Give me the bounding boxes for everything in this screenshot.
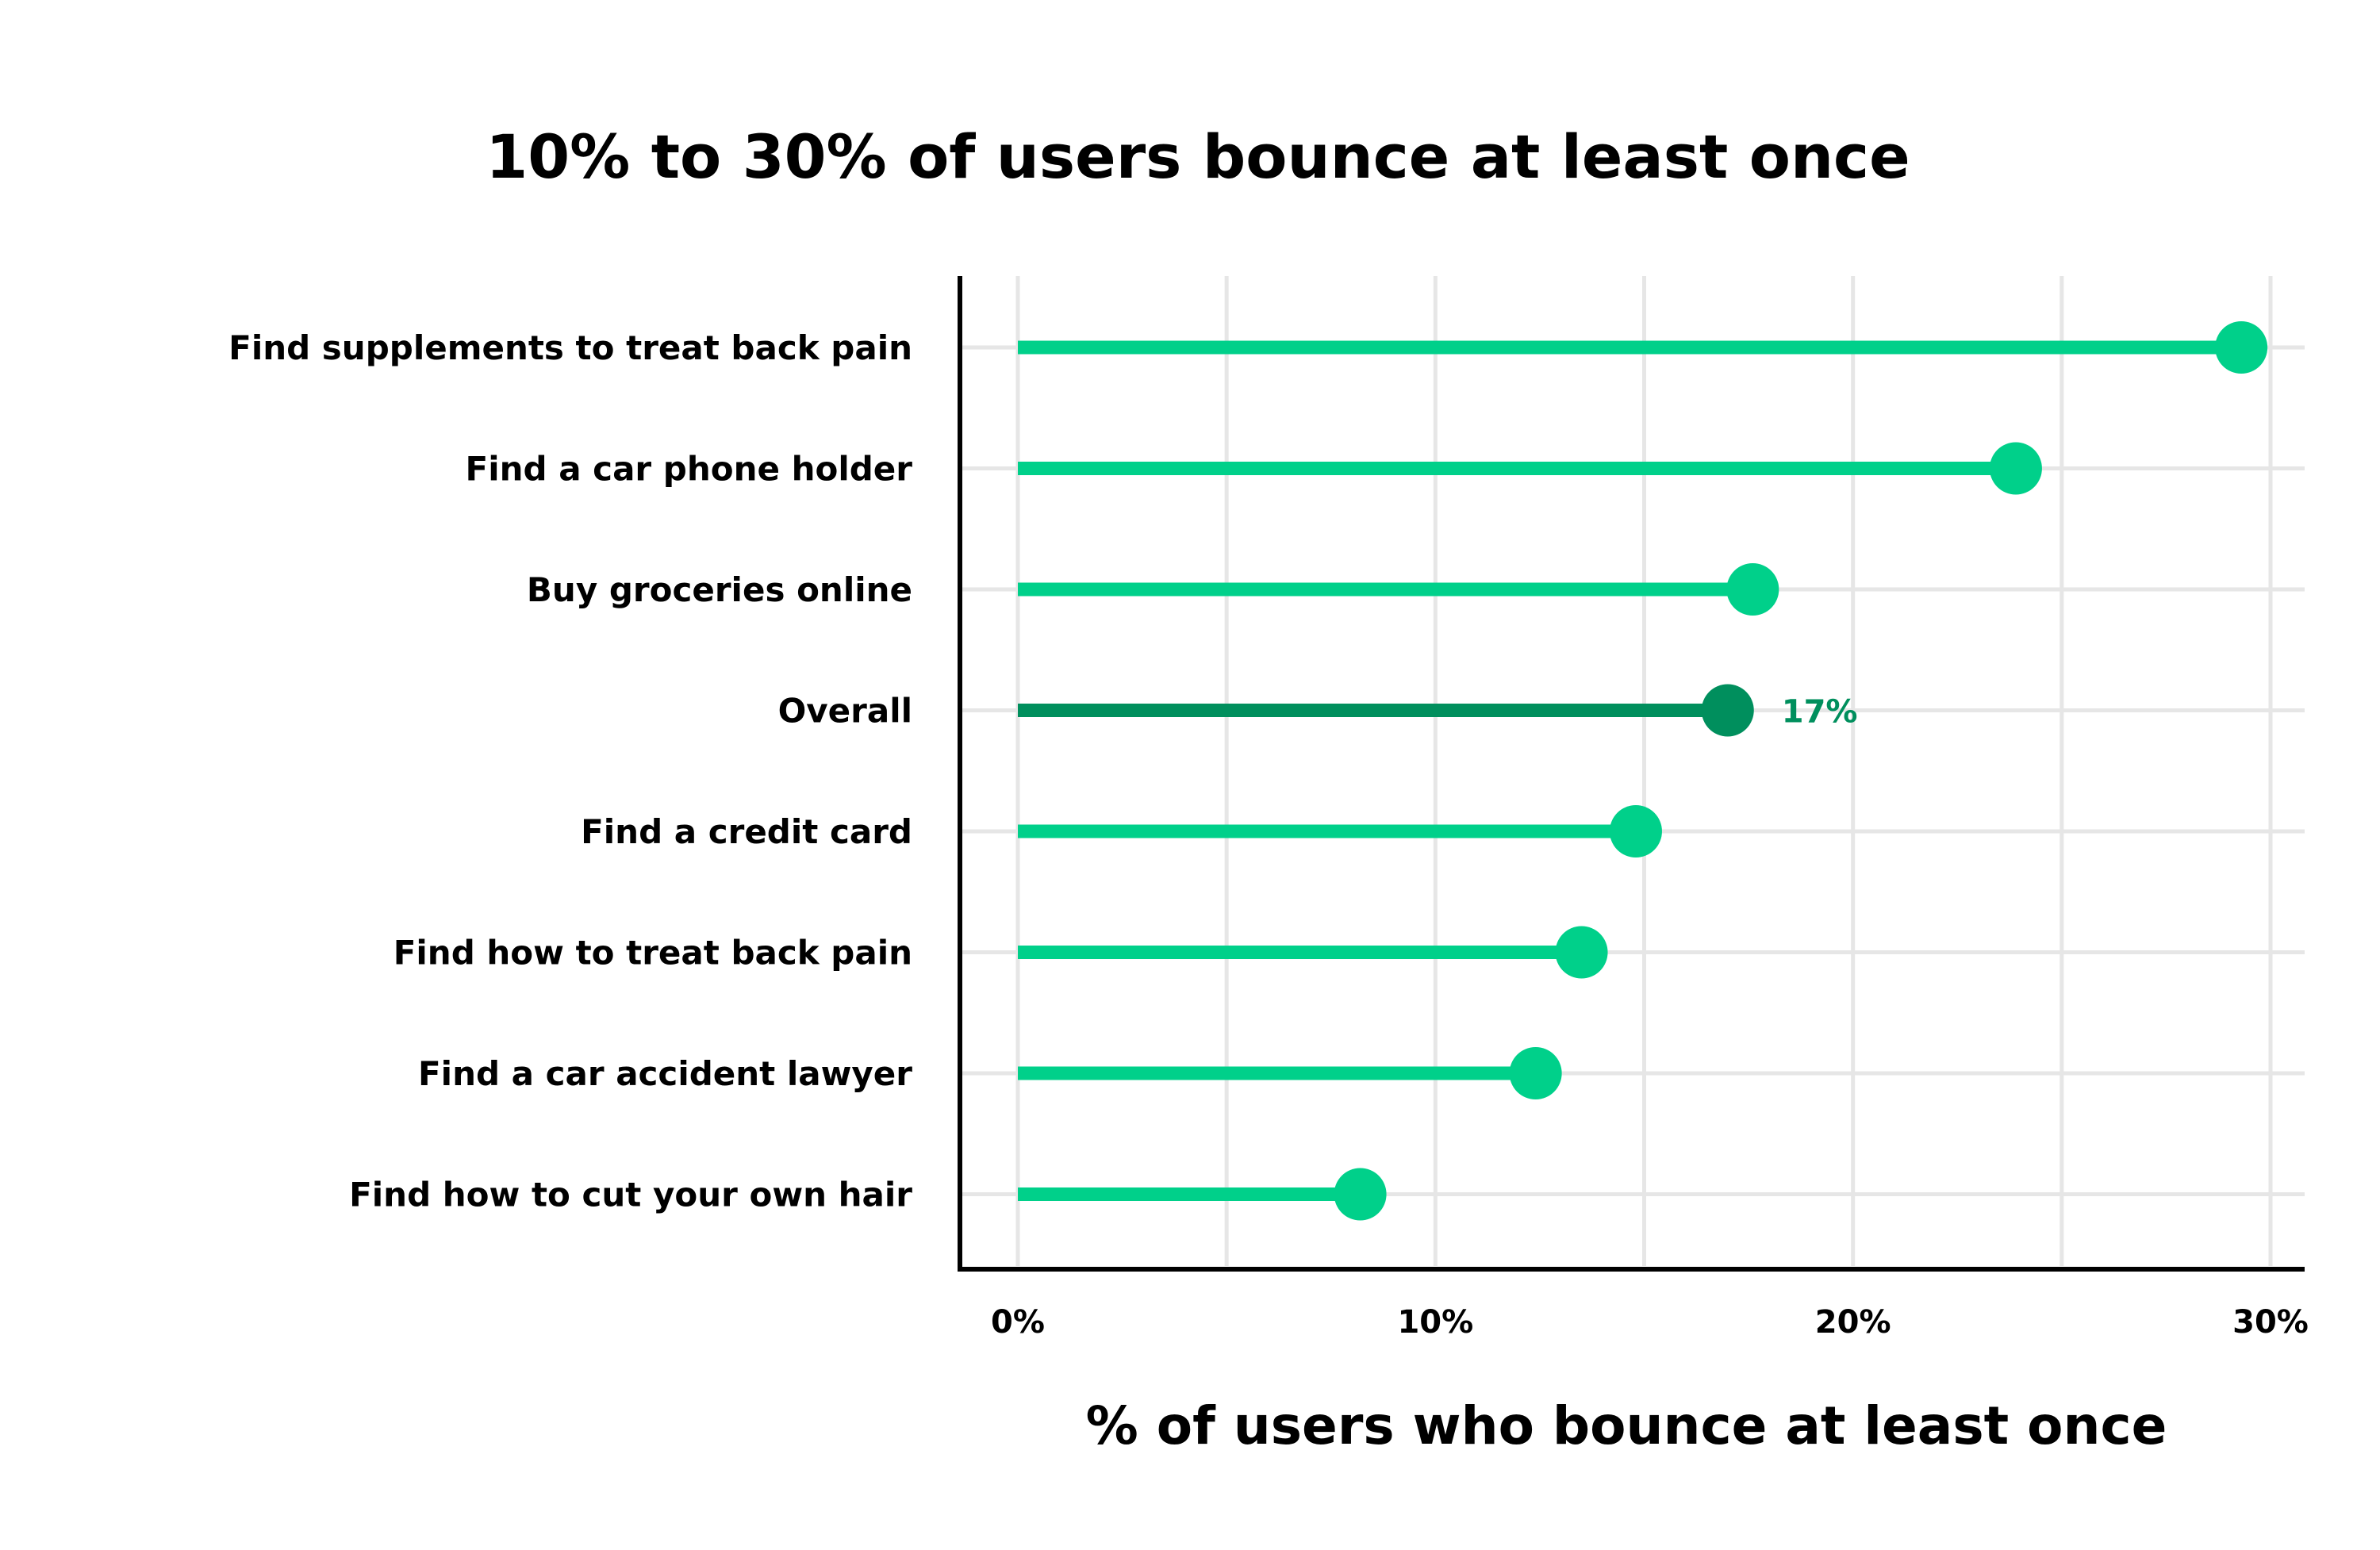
category-label: Find a car phone holder <box>466 450 913 489</box>
lollipop-dot <box>1334 1168 1387 1221</box>
lollipop-dot <box>1989 442 2042 495</box>
x-tick-label: 30% <box>2232 1304 2309 1341</box>
lollipop-dot <box>2215 321 2268 374</box>
x-tick-label: 10% <box>1397 1304 1473 1341</box>
lollipop-dot <box>1726 563 1779 616</box>
category-label: Buy groceries online <box>527 570 912 609</box>
category-label: Find how to treat back pain <box>393 934 912 973</box>
category-label: Find supplements to treat back pain <box>228 328 912 367</box>
category-label: Find a credit card <box>581 812 912 851</box>
data-label: 17% <box>1782 694 1858 731</box>
lollipop-dot <box>1509 1047 1562 1099</box>
category-label: Find a car accident lawyer <box>418 1054 912 1093</box>
x-tick-label: 20% <box>1815 1304 1891 1341</box>
lollipop-dot <box>1555 926 1608 979</box>
x-axis-title: % of users who bounce at least once <box>1086 1395 2167 1456</box>
category-label: Overall <box>778 692 912 731</box>
lollipop-dot <box>1609 805 1662 857</box>
lollipop-dot <box>1701 684 1754 737</box>
axes <box>958 276 2305 1272</box>
grid-lines <box>960 276 2305 1266</box>
category-label: Find how to cut your own hair <box>349 1176 912 1214</box>
data-marks <box>1018 321 2268 1221</box>
x-tick-label: 0% <box>991 1304 1045 1341</box>
labels: 0% 10% 20% 30% Find supplements to treat bac… <box>228 328 2309 1341</box>
chart-title: 10% to 30% of users bounce at least once <box>486 121 1910 192</box>
